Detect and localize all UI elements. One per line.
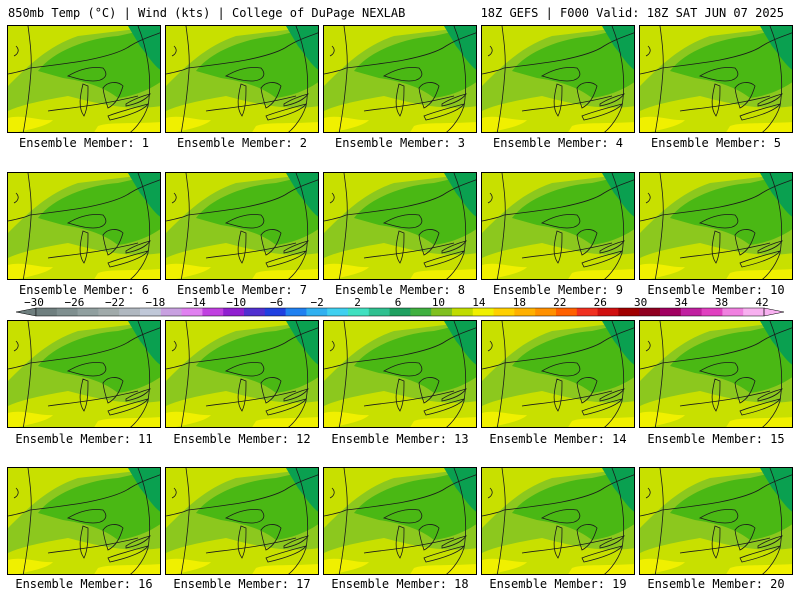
colorbar-swatch [431, 308, 453, 316]
colorbar-tick-label: −18 [145, 296, 166, 309]
colorbar-tick-label: 26 [593, 296, 607, 309]
colorbar-swatch [98, 308, 120, 316]
ensemble-map-panel [481, 320, 635, 428]
ensemble-map-panel [165, 172, 319, 280]
temperature-colorbar [15, 307, 785, 317]
colorbar-swatch [535, 308, 557, 316]
ensemble-map-panel [481, 172, 635, 280]
colorbar-swatch [493, 308, 515, 316]
ensemble-member-label: Ensemble Member: 5 [650, 136, 782, 150]
colorbar-swatch [306, 308, 328, 316]
ensemble-map-panel [7, 467, 161, 575]
colorbar-tick-label: −30 [24, 296, 44, 309]
ensemble-map-panel [639, 172, 793, 280]
colorbar-swatch [285, 308, 307, 316]
colorbar-swatch [701, 308, 723, 316]
colorbar-swatch [368, 308, 391, 316]
ensemble-map-panel [323, 172, 477, 280]
ensemble-map-panel [481, 467, 635, 575]
ensemble-member-label: Ensemble Member: 16 [15, 577, 153, 591]
ensemble-member-label: Ensemble Member: 3 [334, 136, 466, 150]
colorbar-tick-label: 2 [354, 296, 361, 309]
colorbar-swatch [264, 308, 287, 316]
ensemble-map-panel [639, 25, 793, 133]
colorbar-swatch [743, 308, 765, 316]
ensemble-member-label: Ensemble Member: 8 [334, 283, 466, 297]
ensemble-map-panel [639, 467, 793, 575]
ensemble-member-label: Ensemble Member: 20 [647, 577, 785, 591]
colorbar-swatch [556, 308, 578, 316]
colorbar-swatch [348, 308, 370, 316]
ensemble-member-label: Ensemble Member: 18 [331, 577, 469, 591]
colorbar-swatch [244, 308, 266, 316]
colorbar-tick-label: 42 [755, 296, 769, 309]
colorbar-tick-label: −14 [185, 296, 206, 309]
colorbar-tick-label: 6 [394, 296, 402, 309]
ensemble-map-panel [7, 25, 161, 133]
colorbar-swatch [576, 308, 599, 316]
colorbar-swatch [223, 308, 245, 316]
colorbar-swatch [680, 308, 703, 316]
colorbar-swatch [639, 308, 661, 316]
colorbar-swatch [597, 308, 619, 316]
colorbar-swatch [618, 308, 640, 316]
ensemble-member-label: Ensemble Member: 1 [18, 136, 150, 150]
colorbar-swatch [119, 308, 141, 316]
colorbar-tick-label: −2 [310, 296, 324, 309]
ensemble-member-label: Ensemble Member: 6 [18, 283, 150, 297]
ensemble-map-panel [323, 320, 477, 428]
colorbar-swatch [140, 308, 162, 316]
ensemble-member-label: Ensemble Member: 14 [489, 432, 627, 446]
colorbar-tick-label: −6 [270, 296, 284, 309]
ensemble-map-panel [165, 25, 319, 133]
ensemble-map-panel [7, 172, 161, 280]
colorbar-swatch [36, 308, 58, 316]
ensemble-member-label: Ensemble Member: 17 [173, 577, 311, 591]
colorbar-tick-label: 10 [431, 296, 446, 309]
ensemble-map-panel [481, 25, 635, 133]
colorbar-tick-label: −10 [226, 296, 247, 309]
colorbar-tick-label: 34 [674, 296, 688, 309]
colorbar-swatch [472, 308, 495, 316]
map-title: 850mb Temp (°C) | Wind (kts) | College o… [8, 6, 406, 20]
colorbar-swatch [410, 308, 432, 316]
ensemble-member-label: Ensemble Member: 10 [647, 283, 785, 297]
colorbar-tick-label: 22 [553, 296, 567, 309]
ensemble-map-panel [323, 25, 477, 133]
ensemble-member-label: Ensemble Member: 7 [176, 283, 308, 297]
colorbar-tick-label: −26 [64, 296, 85, 309]
ensemble-member-label: Ensemble Member: 15 [647, 432, 785, 446]
colorbar-swatch [56, 308, 79, 316]
colorbar-swatch [514, 308, 536, 316]
ensemble-map-panel [165, 320, 319, 428]
ensemble-member-label: Ensemble Member: 11 [15, 432, 153, 446]
colorbar-swatch [160, 308, 183, 316]
colorbar-swatch [722, 308, 744, 316]
colorbar-tick-label: 14 [472, 296, 486, 309]
ensemble-member-label: Ensemble Member: 9 [492, 283, 624, 297]
ensemble-map-panel [639, 320, 793, 428]
valid-time-label: 18Z GEFS | F000 Valid: 18Z SAT JUN 07 20… [480, 6, 784, 20]
ensemble-member-label: Ensemble Member: 12 [173, 432, 311, 446]
colorbar-swatch [452, 308, 474, 316]
colorbar-tick-label: −22 [104, 296, 125, 309]
colorbar-swatch [181, 308, 203, 316]
colorbar-swatch [389, 308, 411, 316]
ensemble-member-label: Ensemble Member: 13 [331, 432, 469, 446]
ensemble-map-panel [7, 320, 161, 428]
ensemble-member-label: Ensemble Member: 2 [176, 136, 308, 150]
colorbar-tick-label: 18 [512, 296, 526, 309]
colorbar-swatch [77, 308, 99, 316]
colorbar-tick-label: 38 [714, 296, 729, 309]
ensemble-map-panel [323, 467, 477, 575]
ensemble-map-panel [165, 467, 319, 575]
colorbar-tick-label: 30 [634, 296, 648, 309]
colorbar-swatch [660, 308, 682, 316]
colorbar-swatch [327, 308, 349, 316]
ensemble-member-label: Ensemble Member: 4 [492, 136, 624, 150]
ensemble-member-label: Ensemble Member: 19 [489, 577, 627, 591]
colorbar-swatch [202, 308, 224, 316]
